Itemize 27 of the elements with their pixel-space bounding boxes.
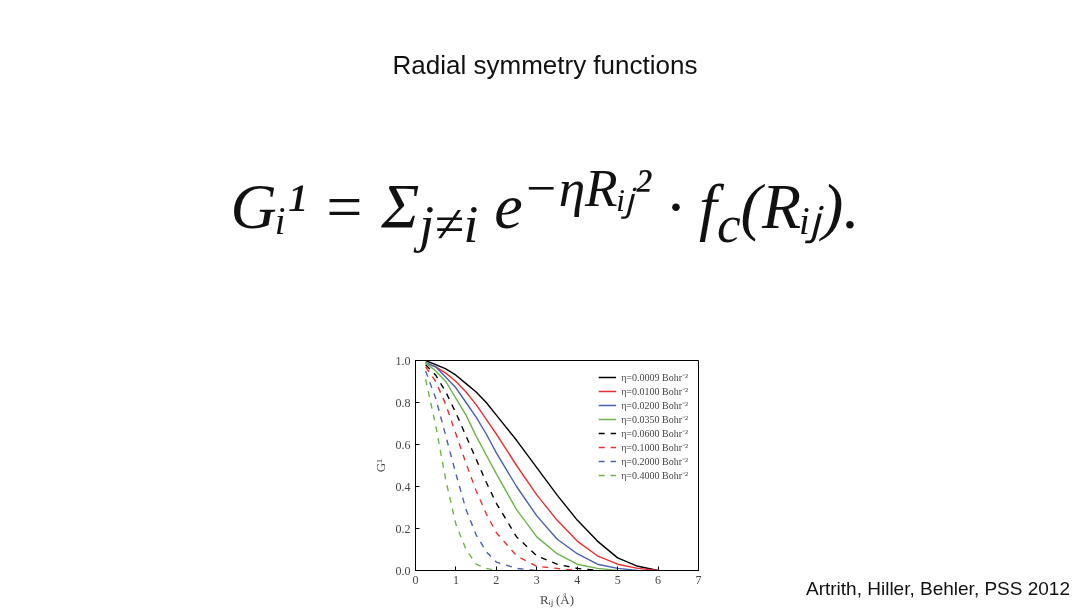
y-tick-label: 1.0 <box>395 353 411 368</box>
y-tick-label: 0.2 <box>395 521 411 536</box>
x-tick-label: 2 <box>493 572 500 587</box>
y-axis-title: G¹ <box>372 458 388 473</box>
chart-title: Radial symmetry functions <box>392 49 698 82</box>
legend-label: η=0.0600 Bohr⁻² <box>621 427 688 440</box>
x-tick-label: 0 <box>412 572 419 587</box>
x-tick-label: 3 <box>533 572 540 587</box>
x-tick-label: 7 <box>695 572 702 587</box>
y-tick-label: 0.6 <box>395 437 411 452</box>
legend-label: η=0.2000 Bohr⁻² <box>621 455 688 468</box>
y-tick-label: 0.0 <box>395 563 411 578</box>
legend-label: η=0.0350 Bohr⁻² <box>621 413 688 426</box>
legend-label: η=0.1000 Bohr⁻² <box>621 441 688 454</box>
legend-label: η=0.4000 Bohr⁻² <box>621 469 688 482</box>
x-tick-label: 6 <box>655 572 662 587</box>
x-axis-title: Rᵢⱼ (Å) <box>539 591 575 608</box>
legend-label: η=0.0200 Bohr⁻² <box>621 399 688 412</box>
chart-subtitle: Gᵢ¹ = Σ$_{j≠i}$ e$^{−ηRᵢⱼ²}$ · f$_{c}$(Rᵢⱼ). <box>230 157 860 257</box>
text: Artrith, Hiller, Behler, PSS 2012 <box>805 577 1070 601</box>
x-tick-label: 4 <box>574 572 581 587</box>
x-tick-label: 1 <box>452 572 459 587</box>
y-tick-label: 0.8 <box>395 395 411 410</box>
legend-label: η=0.0100 Bohr⁻² <box>621 385 688 398</box>
x-tick-label: 5 <box>614 572 621 587</box>
y-tick-label: 0.4 <box>395 479 411 494</box>
legend-label: η=0.0009 Bohr⁻² <box>621 371 688 384</box>
